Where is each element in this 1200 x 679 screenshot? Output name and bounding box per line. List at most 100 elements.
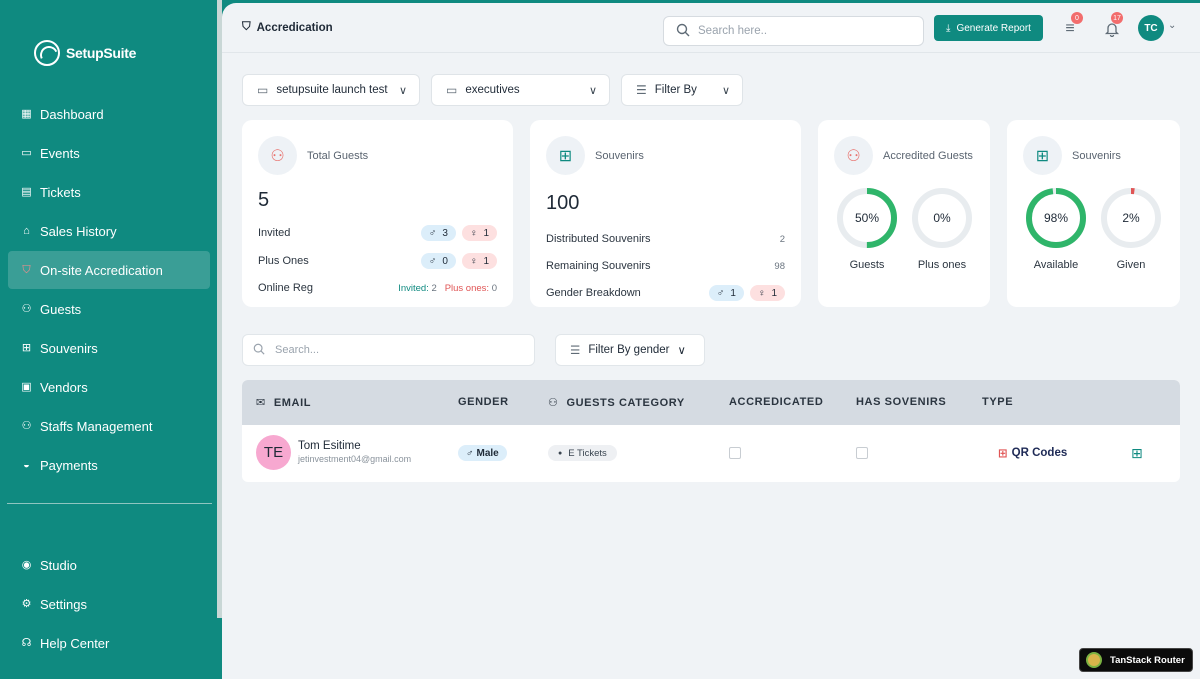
- ring-percent-label: 50%: [855, 211, 879, 225]
- online-reg-row: Online Reg Invited: 2 Plus ones: 0: [258, 278, 497, 298]
- tanstack-logo-icon: [1086, 652, 1102, 668]
- column-label: TYPE: [982, 396, 1014, 408]
- sidebar-item-tickets[interactable]: ▤ Tickets: [8, 173, 210, 211]
- sidebar-item-studio[interactable]: ◉ Studio: [8, 546, 210, 584]
- guest-email: jetinvestment04@gmail.com: [298, 454, 412, 464]
- event-dropdown[interactable]: ▭ setupsuite launch test ∨: [242, 74, 420, 106]
- generate-report-button[interactable]: ⤓ Generate Report: [934, 15, 1043, 41]
- total-guests-value: 5: [258, 189, 270, 211]
- staff-icon: ⚇: [21, 419, 32, 432]
- distributed-label: Distributed Souvenirs: [546, 233, 651, 245]
- guests-ring: 50% Guests: [835, 186, 899, 271]
- male-count-chip: ♂ 1: [708, 285, 744, 301]
- ring-caption: Available: [1033, 259, 1079, 271]
- male-count: 0: [442, 255, 448, 267]
- column-guests-category[interactable]: ⚇ GUESTS CATEGORY: [548, 396, 685, 410]
- app-logo[interactable]: SetupSuite: [34, 40, 136, 66]
- sidebar-item-staffs[interactable]: ⚇ Staffs Management: [8, 407, 210, 445]
- sidebar-item-vendors[interactable]: ▣ Vendors: [8, 368, 210, 406]
- sidebar-divider: [7, 503, 212, 504]
- sidebar-item-events[interactable]: ▭ Events: [8, 134, 210, 172]
- search-input[interactable]: Search here..: [663, 16, 924, 46]
- female-count-chip: ♀ 1: [461, 225, 497, 241]
- sidebar-item-label: Staffs Management: [40, 418, 153, 434]
- filter-icon: ☰: [570, 345, 581, 357]
- gift-icon[interactable]: ⊞: [1131, 445, 1143, 461]
- table-row[interactable]: TE Tom Esitime jetinvestment04@gmail.com…: [242, 425, 1180, 482]
- progress-ring: 50%: [837, 188, 897, 248]
- online-invited-label: Invited:: [398, 282, 429, 294]
- sidebar-item-label: Help Center: [40, 635, 110, 651]
- filter-by-dropdown[interactable]: ☰ Filter By ∨: [621, 74, 743, 106]
- column-type[interactable]: TYPE: [982, 396, 1013, 408]
- sidebar-item-guests[interactable]: ⚇ Guests: [8, 290, 210, 328]
- online-plus-value: 0: [491, 282, 497, 294]
- gift-icon: ⊞: [21, 341, 32, 354]
- guests-table: ✉ EMAIL GENDER ⚇ GUESTS CATEGORY ACCREDI…: [242, 380, 1180, 482]
- bell-icon[interactable]: 17: [1102, 12, 1123, 39]
- has-souvenirs-checkbox[interactable]: [856, 447, 868, 459]
- sidebar-item-settings[interactable]: ⚙ Settings: [8, 585, 210, 623]
- column-gender[interactable]: GENDER: [458, 396, 509, 408]
- accredicated-checkbox[interactable]: [729, 447, 741, 459]
- online-invited-value: 2: [431, 282, 437, 294]
- ticket-icon: ▤: [21, 185, 32, 198]
- gender-chip: ♂ Male: [458, 445, 507, 461]
- column-has-sovenirs[interactable]: HAS SOVENIRS: [856, 396, 946, 408]
- category-chip: ● E Tickets: [548, 445, 617, 461]
- store-icon: ▣: [21, 380, 32, 393]
- users-icon: ⚇: [21, 302, 32, 315]
- gift-icon: ⊞: [546, 136, 585, 175]
- search-placeholder: Search here..: [698, 25, 768, 37]
- gender-filter-dropdown[interactable]: ☰ Filter By gender ∨: [555, 334, 705, 366]
- cart-icon[interactable]: ≡ 0: [1060, 12, 1083, 39]
- sidebar-scrollbar[interactable]: [217, 0, 222, 618]
- remaining-row: Remaining Souvenirs 98: [546, 256, 785, 276]
- ring-caption: Plus ones: [917, 259, 967, 271]
- filter-icon: ☰: [636, 83, 647, 97]
- male-count: 1: [730, 287, 736, 299]
- tanstack-router-devtools-button[interactable]: TanStack Router: [1079, 648, 1193, 672]
- users-icon: ⚇: [834, 136, 873, 175]
- male-count: 3: [442, 227, 448, 239]
- male-icon: ♂: [716, 287, 725, 299]
- column-accredicated[interactable]: ACCREDICATED: [729, 396, 823, 408]
- sidebar-item-dashboard[interactable]: ▦ Dashboard: [8, 95, 210, 133]
- column-label: HAS SOVENIRS: [856, 396, 947, 408]
- remaining-label: Remaining Souvenirs: [546, 260, 651, 272]
- table-header: ✉ EMAIL GENDER ⚇ GUESTS CATEGORY ACCREDI…: [242, 380, 1180, 425]
- sidebar-item-help[interactable]: ☊ Help Center: [8, 624, 210, 662]
- female-icon: ♀: [469, 227, 478, 239]
- sidebar-item-sales-history[interactable]: ⌂ Sales History: [8, 212, 210, 250]
- user-avatar[interactable]: TC: [1138, 15, 1164, 41]
- sidebar-item-payments[interactable]: ◒ Payments: [8, 446, 210, 484]
- topbar: ⛉ Accredication Search here.. ⤓ Generate…: [222, 3, 1200, 53]
- category-dropdown[interactable]: ▭ executives ∨: [431, 74, 610, 106]
- guest-search-input[interactable]: Search...: [242, 334, 535, 366]
- sidebar-item-label: Tickets: [40, 184, 81, 200]
- online-plus-label: Plus ones:: [444, 282, 490, 294]
- invited-row: Invited ♂ 3 ♀ 1: [258, 223, 497, 243]
- male-count-chip: ♂ 3: [420, 225, 456, 241]
- remaining-value: 98: [774, 260, 785, 272]
- souvenirs-value: 100: [546, 192, 580, 214]
- gender-breakdown-row: Gender Breakdown ♂ 1 ♀ 1: [546, 283, 785, 303]
- ring-percent-label: 0%: [933, 211, 951, 225]
- accredited-guests-card: ⚇ Accredited Guests 50% Guests 0% Plus o…: [818, 120, 990, 307]
- sidebar-item-accredication[interactable]: ⛉ On-site Accredication: [8, 251, 210, 289]
- female-count-chip: ♀ 1: [749, 285, 785, 301]
- page-title-text: Accredication: [256, 21, 333, 34]
- card-header: ⚇ Total Guests: [258, 136, 368, 175]
- sidebar-item-label: Payments: [40, 457, 98, 473]
- gender-breakdown-label: Gender Breakdown: [546, 287, 641, 299]
- studio-icon: ◉: [21, 558, 32, 571]
- calendar-icon: ▭: [21, 146, 32, 159]
- card-header: ⊞ Souvenirs: [1023, 136, 1121, 175]
- souvenirs-card: ⊞ Souvenirs 100 Distributed Souvenirs 2 …: [530, 120, 801, 307]
- ring-caption: Given: [1116, 259, 1146, 271]
- chevron-down-icon[interactable]: ⌄: [1168, 20, 1177, 31]
- sidebar-item-souvenirs[interactable]: ⊞ Souvenirs: [8, 329, 210, 367]
- qr-code-icon: ⊞: [998, 448, 1008, 460]
- male-icon: ♂: [428, 255, 437, 267]
- column-email[interactable]: ✉ EMAIL: [256, 396, 311, 410]
